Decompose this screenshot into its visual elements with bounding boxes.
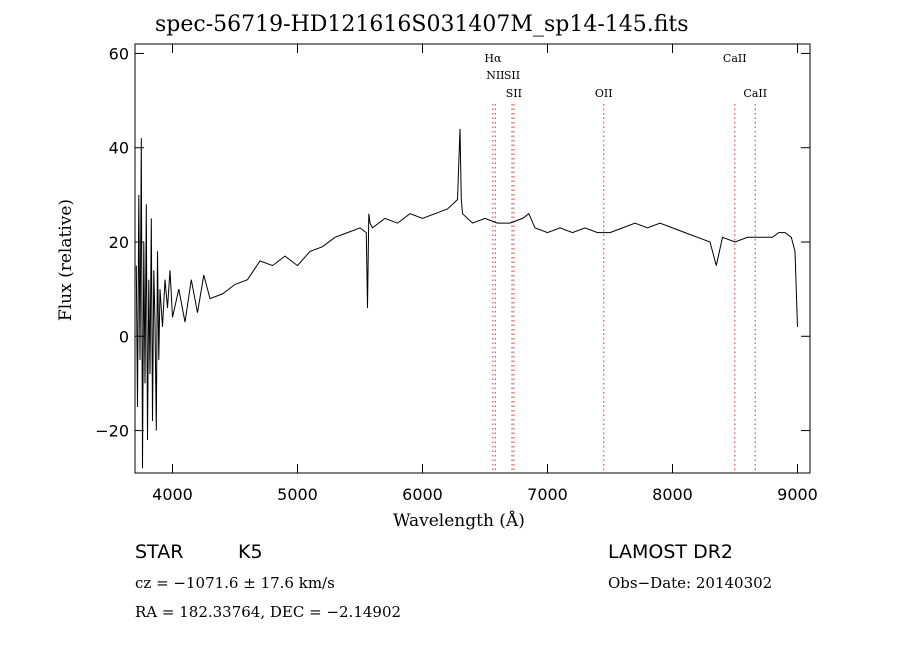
object-subclass: K5: [238, 541, 263, 563]
emission-line-label: OII: [595, 87, 613, 100]
emission-line-label: SII: [506, 87, 522, 100]
x-tick-label: 9000: [777, 485, 818, 504]
emission-line-label: CaII: [723, 52, 747, 65]
y-tick-label: 40: [109, 139, 129, 158]
redshift-velocity: cz = −1071.6 ± 17.6 km/s: [135, 574, 335, 592]
y-tick-label: 20: [109, 233, 129, 252]
survey-name: LAMOST DR2: [608, 541, 733, 563]
x-tick-label: 6000: [402, 485, 443, 504]
chart-title: spec-56719-HD121616S031407M_sp14-145.fit…: [155, 12, 689, 37]
x-tick-label: 8000: [652, 485, 693, 504]
y-tick-label: −20: [95, 422, 129, 441]
emission-line-label: SII: [504, 69, 520, 82]
y-axis-label: Flux (relative): [56, 198, 76, 322]
emission-line-label: CaII: [743, 87, 767, 100]
plot-frame: [134, 43, 811, 474]
x-tick-label: 5000: [277, 485, 318, 504]
object-type: STAR: [135, 541, 184, 563]
y-tick-label: 0: [119, 327, 129, 346]
x-tick-label: 4000: [152, 485, 193, 504]
emission-line-label: NII: [486, 69, 504, 82]
x-tick-label: 7000: [527, 485, 568, 504]
emission-line-label: Hα: [484, 52, 502, 65]
y-tick-label: 60: [109, 44, 129, 63]
spectrum-line: [135, 128, 798, 469]
observation-date: Obs−Date: 20140302: [608, 574, 773, 592]
x-axis-label: Wavelength (Å): [393, 511, 525, 531]
sky-coordinates: RA = 182.33764, DEC = −2.14902: [135, 603, 402, 621]
